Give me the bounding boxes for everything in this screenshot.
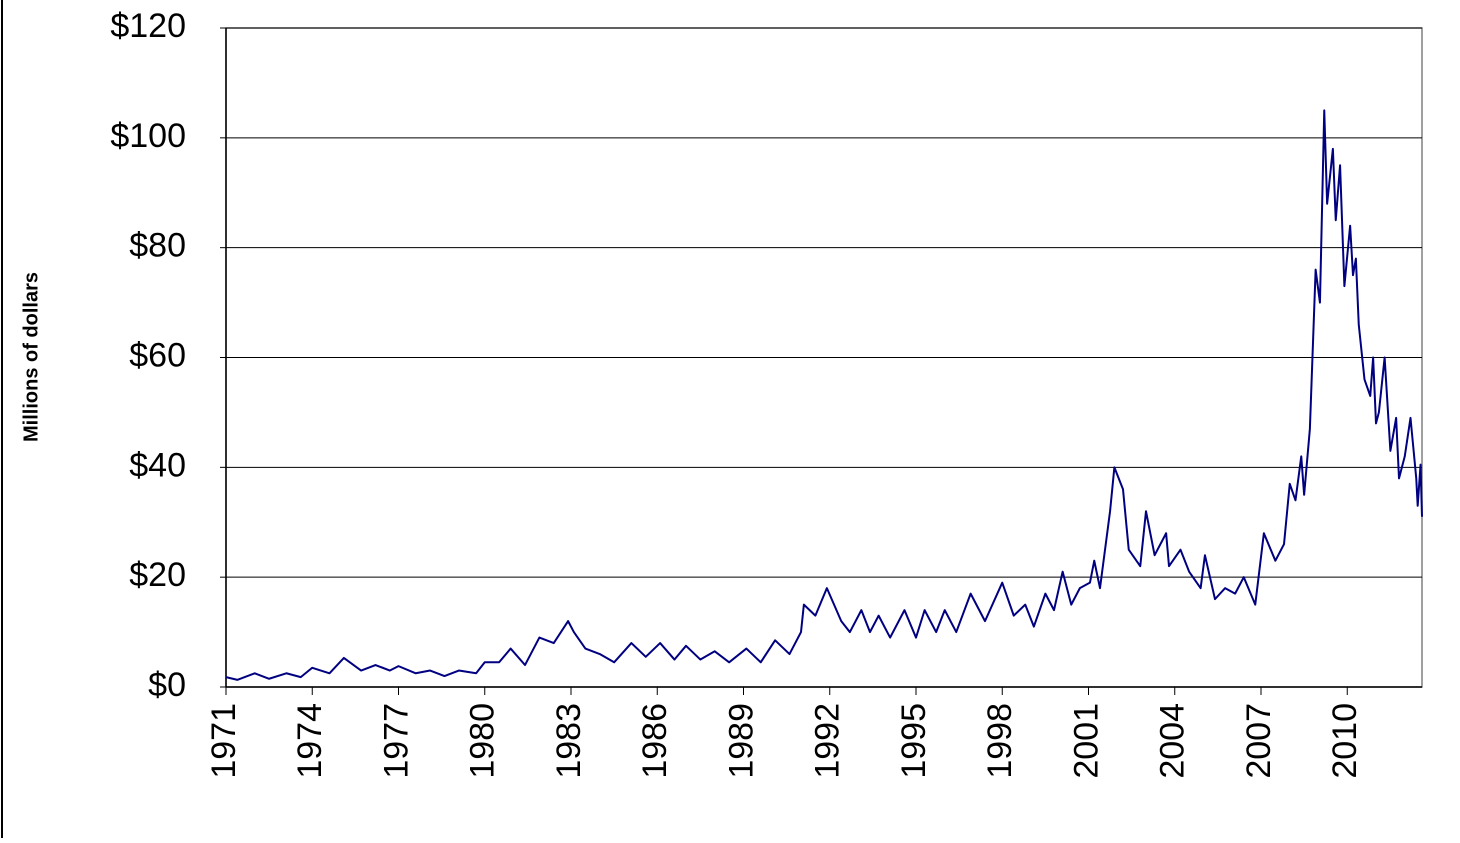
x-tick-label: 1986	[636, 703, 674, 779]
y-tick-label: $60	[129, 336, 186, 374]
x-tick-label: 1998	[981, 703, 1019, 779]
x-tick-label: 1995	[895, 703, 933, 779]
data-line	[225, 109, 1423, 681]
y-tick-label: $100	[110, 117, 186, 155]
x-tick-label: 2004	[1154, 703, 1192, 779]
x-tick-label: 1971	[205, 703, 243, 779]
x-tick-label: 1983	[550, 703, 588, 779]
y-axis-label: Millions of dollars	[20, 272, 42, 442]
x-tick-label: 2007	[1240, 703, 1278, 779]
y-tick-label: $0	[148, 666, 186, 704]
y-tick-label: $20	[129, 556, 186, 594]
x-tick-label: 1974	[291, 703, 329, 779]
x-tick-label: 2010	[1326, 703, 1364, 779]
x-tick-label: 1992	[809, 703, 847, 779]
x-tick-label: 1980	[464, 703, 502, 779]
x-tick-label: 1977	[377, 703, 415, 779]
y-tick-label: $120	[110, 7, 186, 45]
y-tick-label: $80	[129, 227, 186, 265]
y-tick-label: $40	[129, 446, 186, 484]
x-tick-label: 1989	[722, 703, 760, 779]
x-tick-label: 2001	[1067, 703, 1105, 779]
